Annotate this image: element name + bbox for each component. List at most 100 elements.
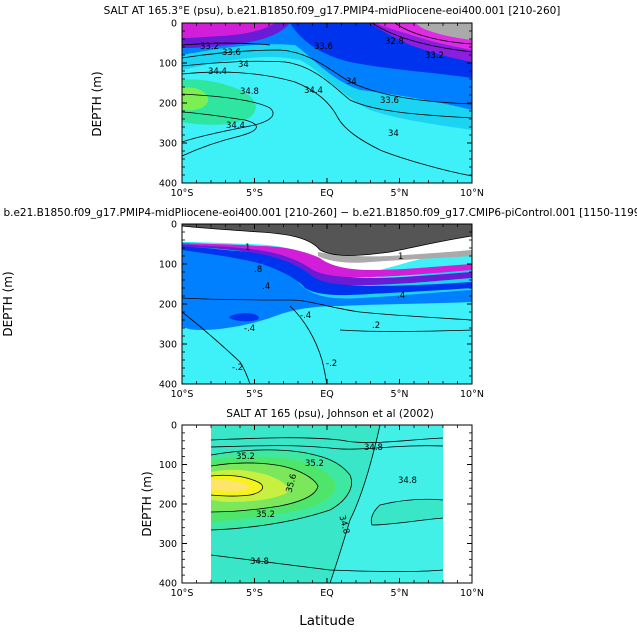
contour-label: 33.2 [425, 51, 444, 61]
contour-label: 34.8 [398, 476, 417, 486]
contour-label: .2 [372, 321, 380, 331]
y-tick-label: 0 [171, 421, 177, 432]
contour-label: 33.6 [380, 96, 399, 106]
panel-2-band [182, 246, 472, 296]
contour-label: 33.6 [314, 42, 333, 52]
panel-2-band [182, 243, 472, 278]
contour-label: 34.4 [226, 121, 245, 131]
y-tick-label: 300 [159, 340, 177, 351]
contour-label: 34 [346, 77, 357, 87]
contour-label: 32.8 [385, 37, 404, 47]
x-tick-label: 10°S [171, 588, 194, 599]
panel-1-band [415, 23, 472, 40]
y-tick-label: 100 [159, 260, 177, 271]
x-tick-label: 5°S [246, 389, 263, 400]
x-tick-label: 5°N [391, 588, 409, 599]
panel-2-ticks: 10°S 5°S EQ 5°N 10°N 0 100 200 300 400 [159, 220, 484, 401]
panel-1-band [182, 23, 275, 38]
panel-3-band [211, 479, 250, 491]
panel-2-title: b.e21.B1850.f09_g17.PMIP4-midPliocene-eo… [3, 207, 637, 219]
contour-label: 35.2 [236, 452, 255, 462]
panel-1-contour [371, 23, 472, 53]
x-tick-label: EQ [320, 588, 333, 599]
panel-1: SALT AT 165.3°E (psu), b.e21.B1850.f09_g… [90, 5, 560, 199]
panel-1-title: SALT AT 165.3°E (psu), b.e21.B1850.f09_g… [104, 5, 561, 17]
panel-2-contour [339, 329, 472, 332]
x-tick-label: 5°N [391, 389, 409, 400]
panel-3-contour [211, 437, 443, 443]
panel-3-contour [211, 554, 443, 572]
contour-label: 34.8 [240, 87, 259, 97]
panel-1-contour [182, 60, 472, 119]
y-tick-label: 0 [171, 19, 177, 30]
x-tick-label: 10°N [460, 588, 484, 599]
panel-2-contour [182, 311, 251, 384]
x-tick-label: EQ [320, 389, 333, 400]
panel-3-ticks: 10°S 5°S EQ 5°N 10°N 0 100 200 300 400 [159, 421, 484, 600]
panel-1-contour [182, 49, 472, 105]
contour-label: 34 [388, 129, 399, 139]
contour-label: 34.8 [364, 443, 383, 453]
panel-3-band [330, 425, 443, 583]
panel-1-contour [182, 93, 274, 143]
x-tick-label: 5°S [246, 188, 263, 199]
y-tick-label: 400 [159, 380, 177, 391]
panel-1-contour [182, 71, 472, 177]
y-tick-label: 200 [159, 99, 177, 110]
panel-1-band [182, 87, 209, 111]
contour-label: 33.6 [222, 48, 241, 58]
contour-label: -.4 [300, 311, 311, 321]
contour-label: 34.8 [250, 557, 269, 567]
contour-label: 1 [245, 243, 250, 253]
panel-1-contour-labels: 33.2 33.6 34.4 34 34.8 34.4 34 33.6 34.4… [200, 37, 444, 139]
contour-label: -.2 [326, 359, 337, 369]
contour-label: 35.2 [305, 459, 324, 469]
panel-2-contour [289, 305, 328, 384]
contour-label: 34 [238, 60, 249, 70]
y-tick-label: 200 [159, 500, 177, 511]
x-tick-label: 5°N [391, 188, 409, 199]
contour-label: 34.4 [304, 86, 323, 96]
panel-1-ticks: 10°S 5°S EQ 5°N 10°N 0 100 200 300 400 [159, 19, 484, 200]
x-tick-label: 10°S [171, 389, 194, 400]
panel-2-y-label: DEPTH (m) [1, 271, 15, 336]
panel-3-contour-labels: 35.2 35.2 34.8 34.8 35.6 35.2 34.8 34.8 [236, 443, 417, 567]
panel-1-field [182, 23, 472, 183]
contour-label: 35.2 [256, 510, 275, 520]
panel-2-band [182, 224, 472, 256]
x-tick-label: EQ [320, 188, 333, 199]
panel-2-band [229, 313, 259, 322]
panel-3-title: SALT AT 165 (psu), Johnson et al (2002) [226, 408, 434, 420]
contour-label: .4 [262, 282, 270, 292]
panel-3-contour [370, 498, 443, 526]
panel-1-contour [182, 42, 271, 46]
panel-1-y-label: DEPTH (m) [90, 71, 104, 136]
contour-label: -.4 [244, 324, 255, 334]
y-tick-label: 200 [159, 300, 177, 311]
x-tick-label: 10°N [460, 389, 484, 400]
contour-label: .4 [397, 291, 405, 301]
x-tick-label: 5°S [246, 588, 263, 599]
panel-3-y-label: DEPTH (m) [140, 471, 154, 536]
panel-2-contour [182, 225, 472, 256]
y-tick-label: 400 [159, 179, 177, 190]
contour-label: 34.4 [208, 67, 227, 77]
panel-2-band [182, 244, 472, 286]
x-tick-label: 10°N [460, 188, 484, 199]
panel-1-contour [182, 111, 257, 157]
contour-label: 34.8 [336, 514, 351, 535]
contour-label: 35.6 [285, 473, 300, 494]
y-tick-label: 400 [159, 579, 177, 590]
contour-label: 33.2 [200, 42, 219, 52]
panel-2-band [182, 244, 472, 330]
panel-3-field [211, 425, 443, 583]
panel-2-contour [182, 297, 472, 321]
y-tick-label: 300 [159, 139, 177, 150]
panel-2-band [318, 250, 472, 263]
panel-3: SALT AT 165 (psu), Johnson et al (2002) … [140, 408, 484, 629]
contour-label: 1 [398, 252, 403, 262]
panel-2: b.e21.B1850.f09_g17.PMIP4-midPliocene-eo… [1, 207, 637, 400]
y-tick-label: 100 [159, 59, 177, 70]
x-axis-label: Latitude [299, 613, 355, 629]
